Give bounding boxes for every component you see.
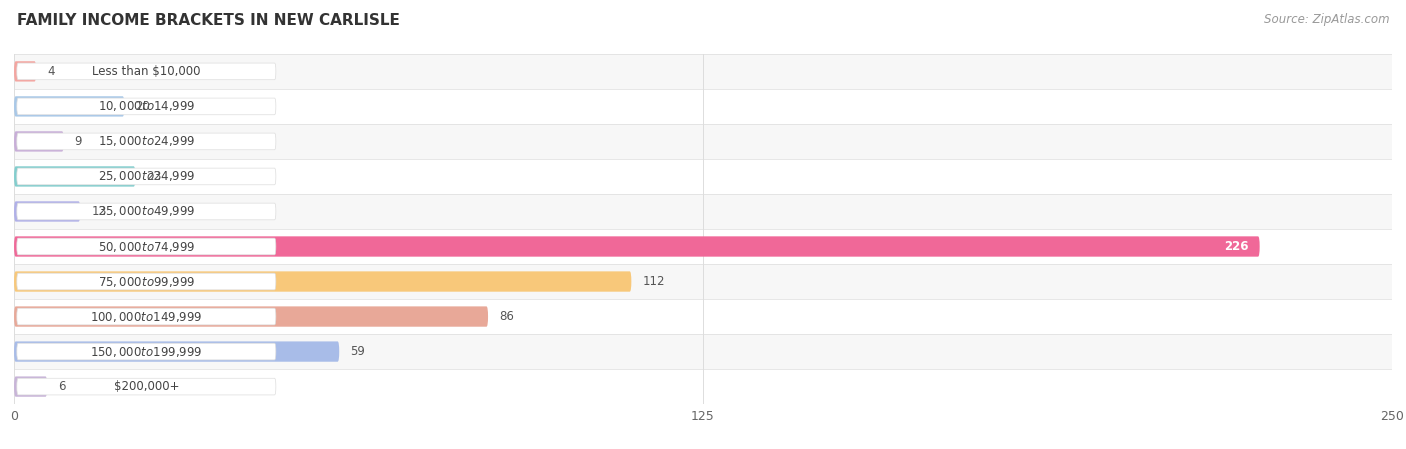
FancyBboxPatch shape: [17, 273, 276, 290]
Bar: [14, 334, 1392, 369]
Text: 6: 6: [58, 380, 66, 393]
FancyBboxPatch shape: [14, 61, 37, 82]
FancyBboxPatch shape: [17, 378, 276, 395]
Bar: [14, 159, 1392, 194]
Text: 112: 112: [643, 275, 665, 288]
Text: 20: 20: [135, 100, 150, 113]
FancyBboxPatch shape: [17, 133, 276, 150]
Bar: [14, 229, 1392, 264]
FancyBboxPatch shape: [14, 131, 63, 152]
Text: 59: 59: [350, 345, 366, 358]
Text: $10,000 to $14,999: $10,000 to $14,999: [97, 99, 195, 114]
Bar: [14, 299, 1392, 334]
Bar: [14, 264, 1392, 299]
Text: 4: 4: [48, 65, 55, 78]
FancyBboxPatch shape: [17, 203, 276, 220]
FancyBboxPatch shape: [14, 376, 48, 397]
FancyBboxPatch shape: [17, 308, 276, 325]
Bar: [14, 369, 1392, 404]
FancyBboxPatch shape: [14, 306, 488, 327]
Text: Source: ZipAtlas.com: Source: ZipAtlas.com: [1264, 13, 1389, 26]
Text: 86: 86: [499, 310, 515, 323]
FancyBboxPatch shape: [14, 96, 124, 117]
FancyBboxPatch shape: [14, 201, 80, 222]
Text: Less than $10,000: Less than $10,000: [91, 65, 201, 78]
FancyBboxPatch shape: [14, 271, 631, 292]
Text: $150,000 to $199,999: $150,000 to $199,999: [90, 344, 202, 359]
FancyBboxPatch shape: [14, 166, 135, 187]
FancyBboxPatch shape: [17, 63, 276, 80]
Bar: [14, 54, 1392, 89]
Text: $50,000 to $74,999: $50,000 to $74,999: [97, 239, 195, 254]
Bar: [14, 194, 1392, 229]
Text: 226: 226: [1225, 240, 1249, 253]
FancyBboxPatch shape: [14, 341, 339, 362]
Bar: [14, 124, 1392, 159]
Bar: [14, 89, 1392, 124]
FancyBboxPatch shape: [17, 238, 276, 255]
Text: FAMILY INCOME BRACKETS IN NEW CARLISLE: FAMILY INCOME BRACKETS IN NEW CARLISLE: [17, 13, 399, 28]
Text: $75,000 to $99,999: $75,000 to $99,999: [97, 274, 195, 289]
Text: 9: 9: [75, 135, 82, 148]
FancyBboxPatch shape: [17, 343, 276, 360]
Text: $200,000+: $200,000+: [114, 380, 179, 393]
Text: $100,000 to $149,999: $100,000 to $149,999: [90, 309, 202, 324]
FancyBboxPatch shape: [14, 236, 1260, 257]
Text: 22: 22: [146, 170, 162, 183]
Text: 12: 12: [91, 205, 107, 218]
Text: $25,000 to $34,999: $25,000 to $34,999: [97, 169, 195, 184]
Text: $15,000 to $24,999: $15,000 to $24,999: [97, 134, 195, 149]
FancyBboxPatch shape: [17, 168, 276, 185]
Text: $35,000 to $49,999: $35,000 to $49,999: [97, 204, 195, 219]
FancyBboxPatch shape: [17, 98, 276, 115]
